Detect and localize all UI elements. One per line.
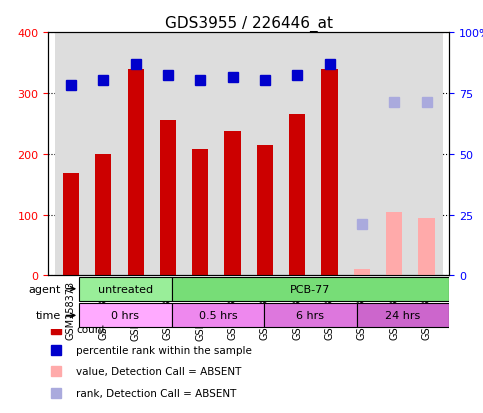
Bar bbox=[418, 218, 435, 276]
Bar bbox=[289, 115, 305, 276]
Text: count: count bbox=[76, 324, 106, 334]
Text: time: time bbox=[35, 311, 75, 320]
Bar bbox=[281, 33, 313, 276]
Bar bbox=[95, 154, 112, 276]
Text: 0.5 hrs: 0.5 hrs bbox=[199, 311, 237, 320]
Text: agent: agent bbox=[28, 284, 75, 294]
FancyBboxPatch shape bbox=[79, 277, 171, 301]
Text: 6 hrs: 6 hrs bbox=[297, 311, 325, 320]
Bar bbox=[184, 33, 216, 276]
Bar bbox=[322, 69, 338, 276]
Bar bbox=[378, 33, 411, 276]
Title: GDS3955 / 226446_at: GDS3955 / 226446_at bbox=[165, 16, 333, 32]
FancyBboxPatch shape bbox=[356, 304, 449, 328]
Bar bbox=[346, 33, 378, 276]
Bar bbox=[313, 33, 346, 276]
Bar bbox=[192, 150, 208, 276]
Bar bbox=[55, 33, 87, 276]
Bar bbox=[225, 131, 241, 276]
Text: value, Detection Call = ABSENT: value, Detection Call = ABSENT bbox=[76, 366, 242, 376]
Text: PCB-77: PCB-77 bbox=[290, 284, 330, 294]
Bar bbox=[128, 69, 143, 276]
Text: 0 hrs: 0 hrs bbox=[112, 311, 140, 320]
Bar bbox=[119, 33, 152, 276]
Text: percentile rank within the sample: percentile rank within the sample bbox=[76, 345, 252, 355]
Text: 24 hrs: 24 hrs bbox=[385, 311, 421, 320]
Bar bbox=[411, 33, 443, 276]
Bar bbox=[216, 33, 249, 276]
Bar bbox=[249, 33, 281, 276]
Bar bbox=[87, 33, 119, 276]
FancyBboxPatch shape bbox=[171, 304, 264, 328]
FancyBboxPatch shape bbox=[171, 277, 449, 301]
FancyBboxPatch shape bbox=[79, 304, 171, 328]
Bar bbox=[160, 121, 176, 276]
Bar bbox=[354, 270, 370, 276]
Text: rank, Detection Call = ABSENT: rank, Detection Call = ABSENT bbox=[76, 388, 237, 398]
Bar bbox=[257, 145, 273, 276]
FancyBboxPatch shape bbox=[264, 304, 356, 328]
Bar bbox=[152, 33, 184, 276]
Bar bbox=[63, 174, 79, 276]
Text: untreated: untreated bbox=[98, 284, 153, 294]
Bar bbox=[386, 212, 402, 276]
